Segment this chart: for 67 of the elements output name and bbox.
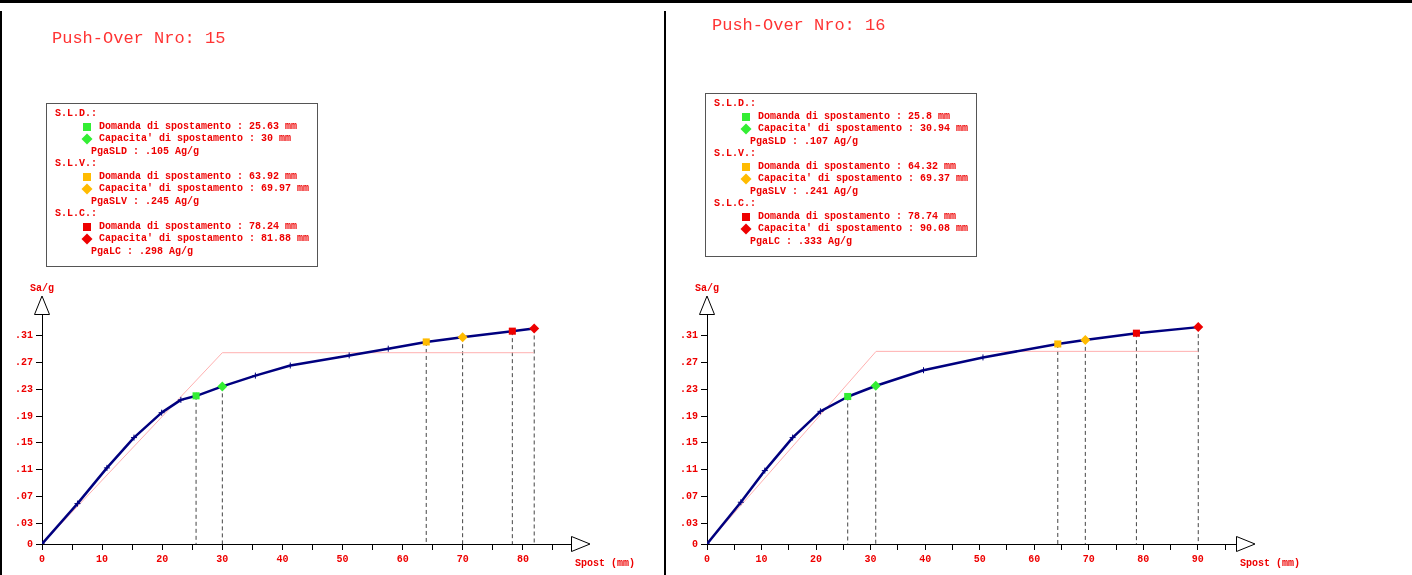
legend-label: Domanda di spostamento : 78.24 mm: [99, 220, 298, 232]
chart-title: Push-Over Nro: 15: [52, 29, 226, 48]
x-tick-label: 30: [864, 553, 877, 565]
legend-label: Capacita' di spostamento : 30 mm: [99, 133, 292, 144]
y-tick-label: .19: [679, 410, 698, 422]
x-tick-label: 0: [39, 553, 46, 565]
x-tick-label: 90: [1191, 553, 1204, 565]
y-tick-label: 0: [691, 538, 698, 550]
text: PgaLC : .298 Ag/g: [90, 245, 195, 258]
y-tick-label: .23: [14, 383, 33, 395]
x-tick-label: 50: [336, 553, 349, 565]
y-tick-label: .19: [14, 410, 33, 422]
x-tick-label: 60: [1028, 553, 1041, 565]
legend-label: Domanda di spostamento : 64.32 mm: [758, 160, 957, 172]
text: PgaLC : .333 Ag/g: [749, 235, 854, 248]
x-tick-label: 40: [919, 553, 932, 565]
x-tick-label: 50: [973, 553, 986, 565]
y-tick-label: .07: [679, 491, 698, 503]
x-tick-label: 60: [396, 553, 409, 565]
text: S.L.D.:: [714, 98, 757, 111]
y-tick-label: .27: [679, 356, 698, 368]
legend-label: Capacita' di spostamento : 81.88 mm: [99, 233, 310, 244]
x-axis-title: Spost (mm): [575, 557, 636, 569]
x-tick-label: 40: [276, 553, 289, 565]
y-tick-label: .15: [14, 437, 33, 449]
chart-title: Push-Over Nro: 16: [712, 16, 886, 35]
x-tick-label: 20: [810, 553, 823, 565]
text: PgaSLV : .245 Ag/g: [90, 195, 201, 208]
y-tick-label: .11: [14, 464, 33, 476]
y-axis-title: Sa/g: [695, 282, 720, 294]
x-tick-label: 10: [96, 553, 109, 565]
text: PgaSLD : .105 Ag/g: [90, 145, 201, 158]
x-tick-label: 30: [216, 553, 229, 565]
legend-label: Capacita' di spostamento : 30.94 mm: [758, 123, 969, 134]
legend-label: Domanda di spostamento : 25.63 mm: [99, 120, 298, 132]
legend-label: Capacita' di spostamento : 90.08 mm: [758, 223, 969, 234]
legend-label: Domanda di spostamento : 78.74 mm: [758, 210, 957, 222]
text: S.L.C.:: [55, 208, 98, 221]
text: S.L.V.:: [55, 158, 98, 171]
y-tick-label: .11: [679, 464, 698, 476]
legend-label: Capacita' di spostamento : 69.37 mm: [758, 173, 969, 184]
y-tick-label: .27: [14, 356, 33, 368]
y-tick-label: .03: [679, 518, 698, 530]
x-tick-label: 0: [704, 553, 711, 565]
x-tick-label: 80: [1137, 553, 1150, 565]
y-tick-label: .23: [679, 383, 698, 395]
text: PgaSLD : .107 Ag/g: [749, 135, 860, 148]
legend-label: Domanda di spostamento : 63.92 mm: [99, 170, 298, 182]
y-tick-label: .03: [14, 518, 33, 530]
text: S.L.V.:: [714, 148, 757, 161]
x-tick-label: 20: [156, 553, 169, 565]
y-tick-label: .31: [14, 329, 33, 341]
x-axis-title: Spost (mm): [1240, 557, 1301, 569]
legend-label: Domanda di spostamento : 25.8 mm: [758, 110, 951, 122]
y-tick-label: 0: [26, 538, 33, 550]
text: S.L.C.:: [714, 198, 757, 211]
text: S.L.D.:: [55, 108, 98, 121]
y-tick-label: .15: [679, 437, 698, 449]
x-tick-label: 10: [755, 553, 768, 565]
x-tick-label: 80: [516, 553, 529, 565]
legend-label: Capacita' di spostamento : 69.97 mm: [99, 183, 310, 194]
y-axis-title: Sa/g: [30, 282, 55, 294]
y-tick-label: .31: [679, 329, 698, 341]
x-tick-label: 70: [456, 553, 469, 565]
y-tick-label: .07: [14, 491, 33, 503]
x-tick-label: 70: [1082, 553, 1095, 565]
text: PgaSLV : .241 Ag/g: [749, 185, 860, 198]
